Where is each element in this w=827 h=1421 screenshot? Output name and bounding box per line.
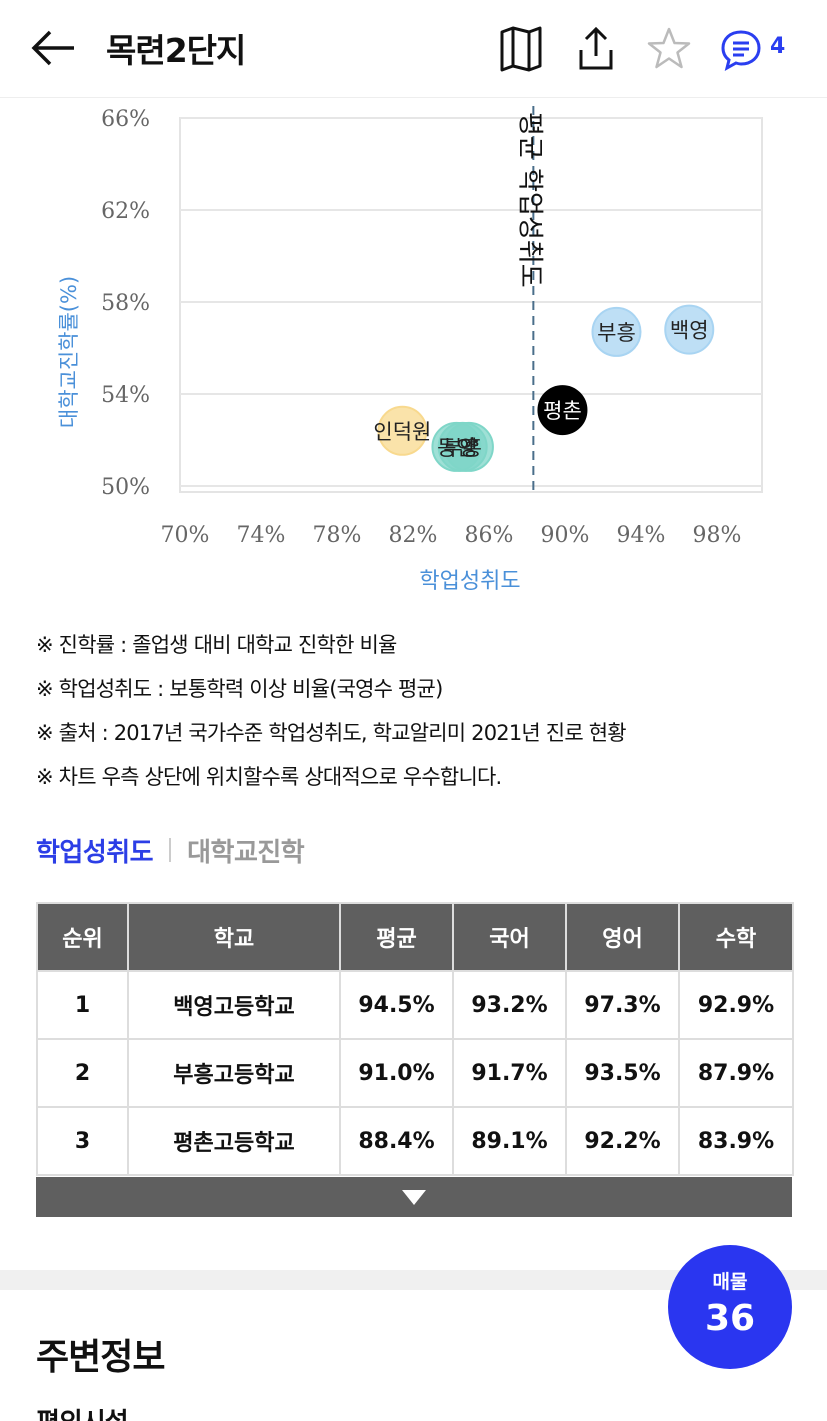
table-row[interactable]: 2 부흥고등학교 91.0% 91.7% 93.5% 87.9%: [36, 1038, 794, 1108]
column-header-average: 평균: [339, 902, 454, 972]
column-header-school: 학교: [127, 902, 341, 972]
fab-count: 36: [704, 1298, 756, 1339]
back-arrow-icon[interactable]: [28, 26, 80, 70]
data-point-label: 인덕원: [373, 420, 431, 444]
chart-svg: 66% 62% 58% 54% 50% 70% 74% 78% 82% 86% 90% 94% 98% 학…: [57, 106, 763, 594]
comment-count: 4: [770, 34, 786, 59]
cell-average: 91.0%: [339, 1038, 454, 1108]
chevron-down-icon: [402, 1190, 426, 1205]
cell-rank: 3: [36, 1106, 129, 1176]
tab-university-admission[interactable]: 대학교진학: [187, 837, 305, 868]
x-tick-label: 74%: [237, 523, 286, 548]
y-tick-label: 58%: [101, 291, 150, 316]
data-point-label: 부흥: [597, 321, 636, 345]
cell-korean: 89.1%: [452, 1106, 567, 1176]
ranking-tabs: 학업성취도 대학교진학: [36, 830, 305, 870]
app-header: 목련2단지 4: [0, 0, 827, 98]
section-subtitle: 편의시설: [36, 1402, 129, 1421]
tab-academic-achievement[interactable]: 학업성취도: [36, 837, 154, 868]
table-header-row: 순위 학교 평균 국어 영어 수학: [36, 902, 794, 972]
y-tick-label: 62%: [101, 199, 150, 224]
data-point-label: 평촌: [543, 399, 582, 423]
table-row[interactable]: 3 평촌고등학교 88.4% 89.1% 92.2% 83.9%: [36, 1106, 794, 1176]
x-axis-label: 학업성취도: [419, 569, 520, 594]
column-header-math: 수학: [678, 902, 794, 972]
cell-average: 88.4%: [339, 1106, 454, 1176]
page-title: 목련2단지: [106, 31, 246, 70]
cell-rank: 1: [36, 970, 129, 1040]
x-tick-label: 90%: [541, 523, 590, 548]
column-header-rank: 순위: [36, 902, 129, 972]
cell-school: 평촌고등학교: [127, 1106, 341, 1176]
star-icon[interactable]: [644, 24, 694, 74]
cell-average: 94.5%: [339, 970, 454, 1040]
data-point-label: 동안: [437, 436, 476, 460]
tab-divider: [169, 838, 172, 862]
section-title: 주변정보: [36, 1337, 165, 1378]
cell-math: 92.9%: [678, 970, 794, 1040]
data-point-label: 양: [459, 436, 478, 460]
listings-fab-button[interactable]: 매물 36: [668, 1245, 792, 1369]
x-tick-label: 94%: [617, 523, 666, 548]
note-item: ※ 출처 : 2017년 국가수준 학업성취도, 학교알리미 2021년 진로 …: [36, 721, 627, 745]
y-axis-label: 대학교진학률(%): [57, 276, 81, 428]
y-tick-label: 66%: [101, 107, 150, 132]
cell-school: 부흥고등학교: [127, 1038, 341, 1108]
x-tick-label: 86%: [465, 523, 514, 548]
table-row[interactable]: 1 백영고등학교 94.5% 93.2% 97.3% 92.9%: [36, 970, 794, 1040]
data-point: [664, 304, 715, 355]
cell-math: 83.9%: [678, 1106, 794, 1176]
x-tick-label: 70%: [161, 523, 210, 548]
data-point: [591, 306, 642, 357]
scatter-chart: 66% 62% 58% 54% 50% 70% 74% 78% 82% 86% 90% 94% 98% 학…: [0, 98, 827, 598]
data-point-label: 부흥: [443, 436, 482, 460]
chart-notes: ※ 진학률 : 졸업생 대비 대학교 진학한 비율 ※ 학업성취도 : 보통학력…: [36, 628, 806, 804]
ranking-table: 순위 학교 평균 국어 영어 수학 1 백영고등학교 94.5% 93.2% 9…: [36, 902, 794, 1176]
map-icon[interactable]: [496, 24, 546, 74]
cell-school: 백영고등학교: [127, 970, 341, 1040]
note-item: ※ 진학률 : 졸업생 대비 대학교 진학한 비율: [36, 633, 397, 657]
cell-english: 93.5%: [565, 1038, 680, 1108]
y-tick-label: 54%: [101, 383, 150, 408]
cell-english: 92.2%: [565, 1106, 680, 1176]
note-item: ※ 학업성취도 : 보통학력 이상 비율(국영수 평균): [36, 677, 443, 701]
cell-math: 87.9%: [678, 1038, 794, 1108]
expand-table-button[interactable]: [36, 1177, 792, 1217]
data-point: [443, 421, 494, 472]
y-tick-label: 50%: [101, 475, 150, 500]
x-tick-label: 98%: [693, 523, 742, 548]
section-divider: [0, 1270, 827, 1290]
note-item: ※ 차트 우측 상단에 위치할수록 상대적으로 우수합니다.: [36, 765, 502, 789]
x-tick-label: 82%: [389, 523, 438, 548]
fab-label: 매물: [712, 1271, 748, 1293]
column-header-english: 영어: [565, 902, 680, 972]
data-point: [537, 385, 588, 436]
data-point: [377, 405, 428, 456]
chat-icon[interactable]: [716, 24, 766, 74]
x-tick-label: 78%: [313, 523, 362, 548]
cell-rank: 2: [36, 1038, 129, 1108]
data-point-label: 백영: [670, 319, 709, 343]
cell-korean: 93.2%: [452, 970, 567, 1040]
cell-korean: 91.7%: [452, 1038, 567, 1108]
column-header-korean: 국어: [452, 902, 567, 972]
share-icon[interactable]: [571, 24, 621, 74]
cell-english: 97.3%: [565, 970, 680, 1040]
reference-line-label: 평균 학업성취도: [514, 112, 544, 288]
